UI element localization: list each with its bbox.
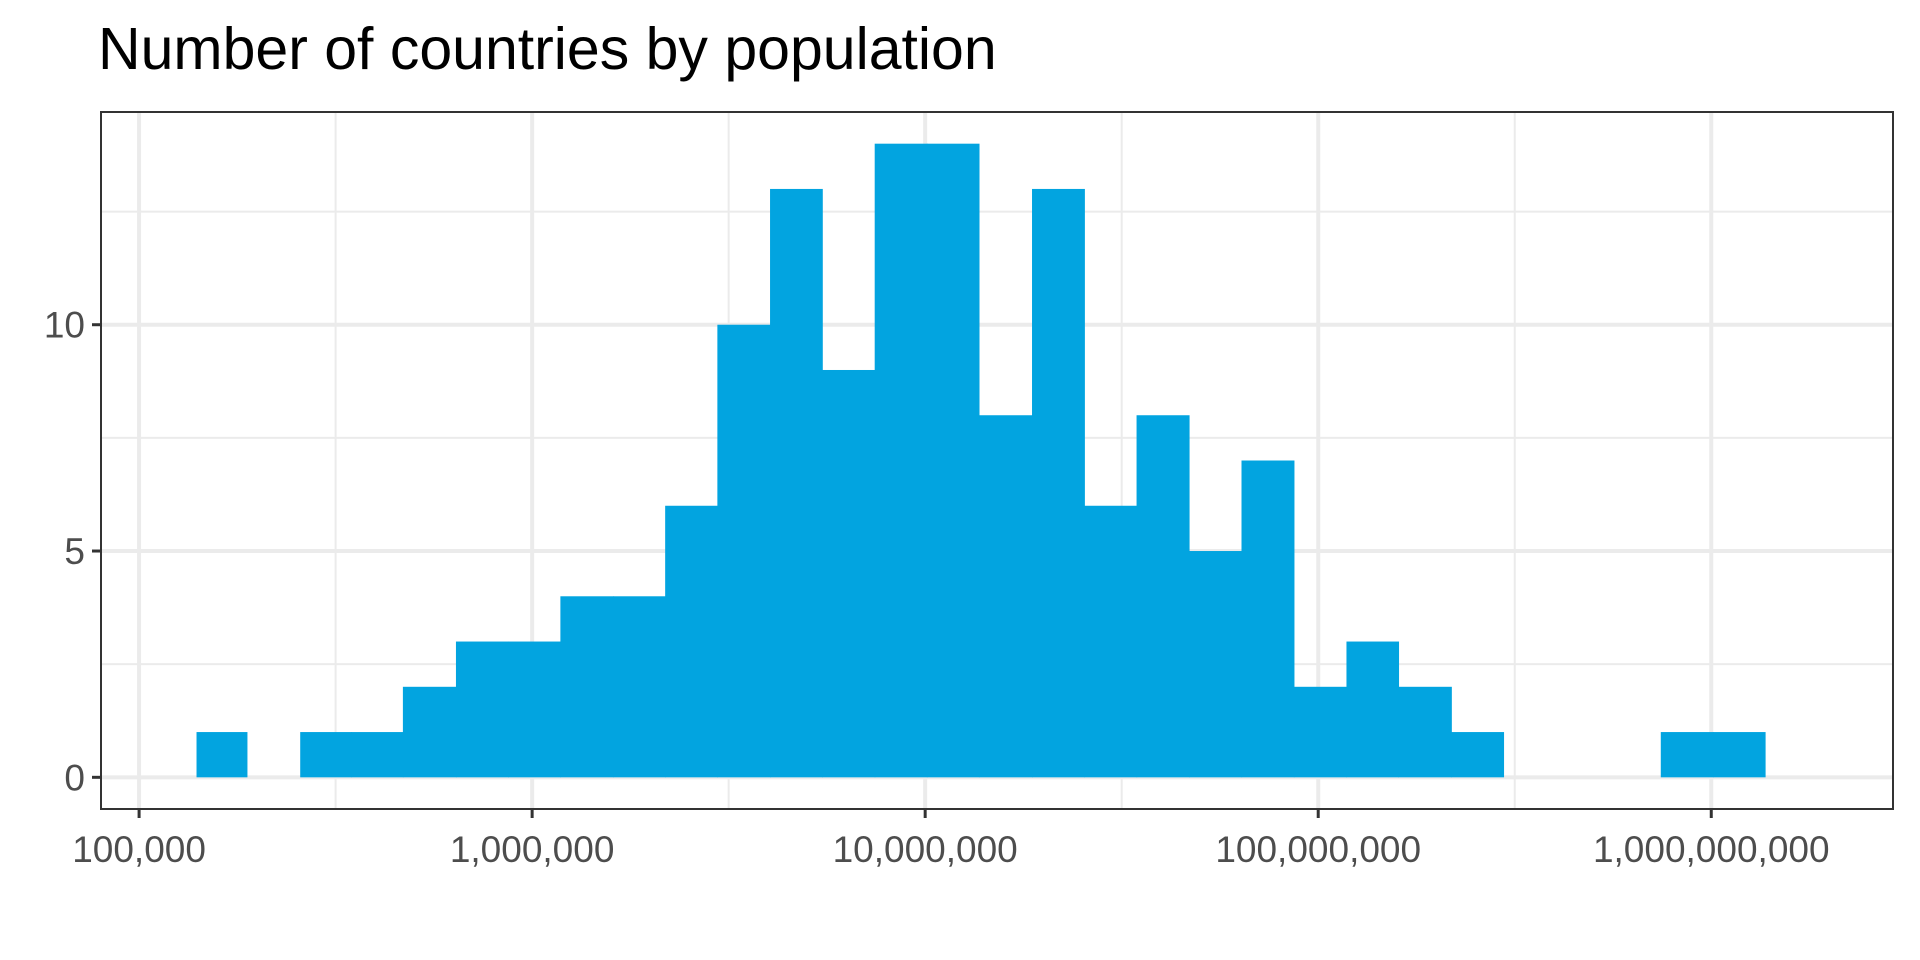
histogram-bar [613,596,666,778]
histogram-bar [402,686,457,778]
histogram-bar [508,641,561,778]
y-tick-label: 10 [44,305,85,346]
histogram-bar [455,641,509,778]
histogram-bar [874,143,928,778]
histogram-bar [665,505,718,778]
bars-layer [196,143,1766,778]
histogram-bar [1660,732,1714,778]
axis-layer: 100,000 1,000,000 10,000,000 100,000,000 1,0… [44,305,1830,870]
histogram-bar [351,732,404,778]
histogram-bar [1136,415,1190,778]
histogram-bar [1241,460,1295,778]
histogram-bar [300,732,353,778]
histogram-bar [1032,188,1085,778]
x-tick-label: 100,000 [72,829,206,870]
histogram-bar [978,415,1033,778]
chart-title: Number of countries by population [98,16,997,82]
histogram-bar [1188,551,1243,778]
x-tick-label: 1,000,000 [450,829,615,870]
x-tick-label: 100,000,000 [1215,829,1421,870]
histogram-bar [1293,686,1348,778]
histogram-bar [822,369,876,778]
x-tick-label: 1,000,000,000 [1593,829,1830,870]
y-tick-label: 5 [64,531,85,572]
histogram-bar [196,732,248,778]
y-tick-label: 0 [64,757,85,798]
histogram-bar [560,596,615,778]
histogram-bar [770,188,823,778]
histogram-bar [1451,732,1505,778]
x-tick-label: 10,000,000 [833,829,1018,870]
histogram-bar [1398,686,1452,778]
plot-panel-border [100,111,1894,810]
histogram-bar [926,143,980,778]
histogram-bar [1346,641,1400,778]
histogram-bar [1712,732,1766,778]
histogram-bar [717,324,771,778]
histogram-bar [1084,505,1138,778]
